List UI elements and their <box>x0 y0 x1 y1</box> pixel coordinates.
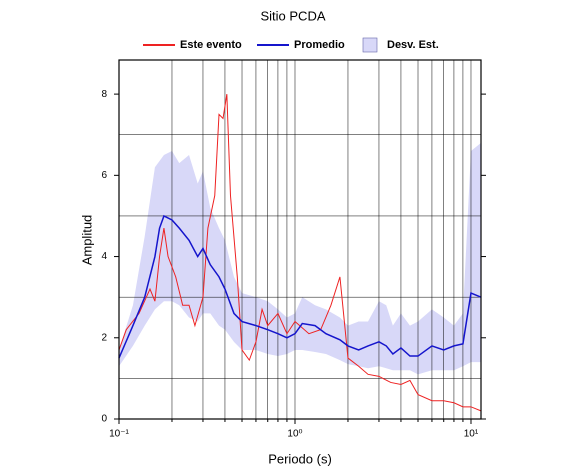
chart-title: Sitio PCDA <box>260 8 325 23</box>
y-tick-label: 0 <box>101 414 107 425</box>
y-tick-label: 2 <box>101 332 107 343</box>
y-tick-label: 6 <box>101 170 107 181</box>
y-tick-label: 4 <box>101 251 107 262</box>
x-tick-label: 10⁰ <box>287 429 302 440</box>
series-line <box>118 214 482 359</box>
x-axis-label: Periodo (s) <box>268 451 332 466</box>
y-tick-label: 8 <box>101 89 107 100</box>
series-line <box>118 94 482 412</box>
plot-frame <box>118 59 482 420</box>
x-tick-label: 10⁻¹ <box>109 429 129 440</box>
legend-label: Este evento <box>180 39 242 51</box>
std-band <box>119 142 481 375</box>
x-tick-label: 10¹ <box>464 429 479 440</box>
legend-label: Desv. Est. <box>387 39 439 51</box>
legend-swatch <box>362 37 378 53</box>
legend-label: Promedio <box>294 39 345 51</box>
y-axis-label: Amplitud <box>79 215 94 266</box>
